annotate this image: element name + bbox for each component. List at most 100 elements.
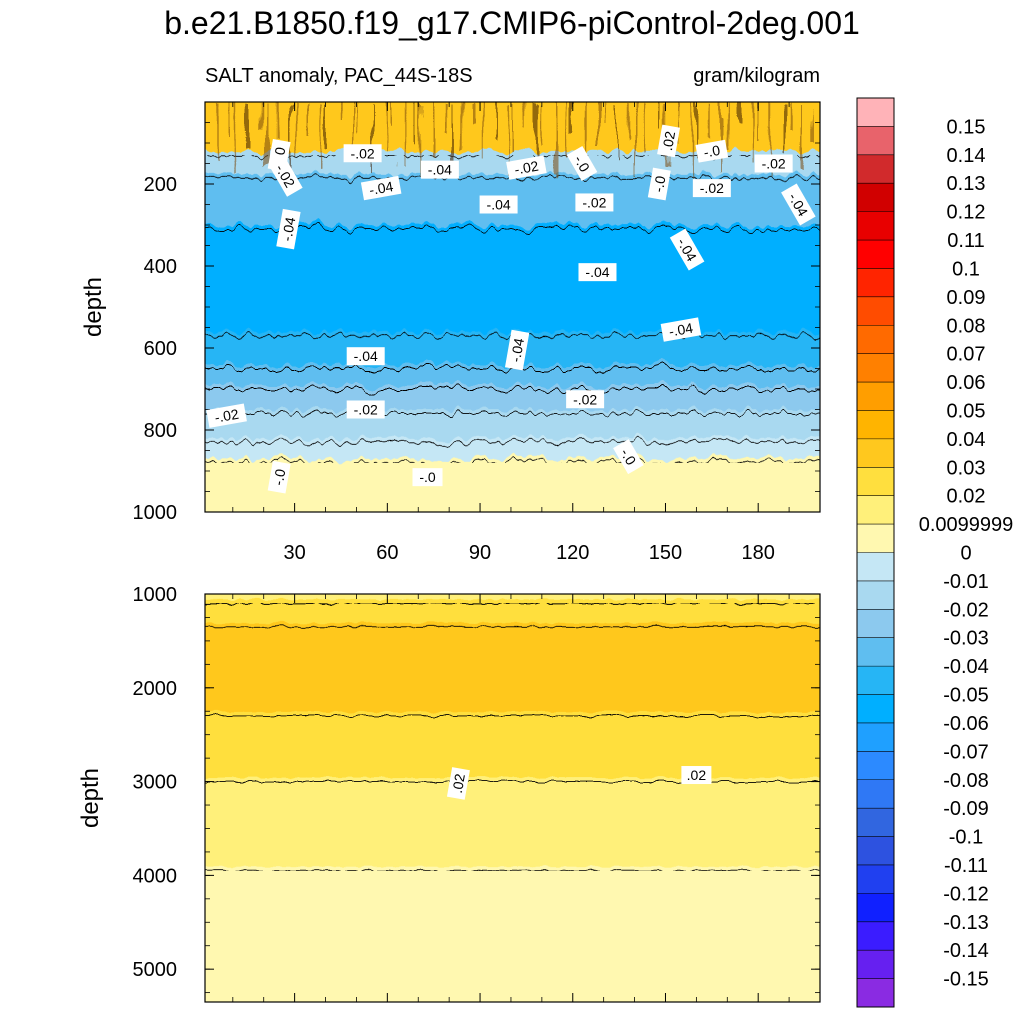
colorbar-label: -0.14 (943, 940, 989, 962)
bottom-panel-axes: 1000 2000 3000 4000 5000 (133, 584, 821, 1003)
colorbar-label: -0.05 (943, 685, 989, 707)
top-panel-axes: 200 400 600 800 1000 30 60 90 120 150 180 (133, 101, 821, 564)
colorbar-label: -0.02 (943, 599, 989, 621)
bottom-panel-contours (205, 602, 820, 872)
contour-label: -.0 (695, 139, 729, 163)
contour-label-text: -.04 (585, 264, 609, 280)
contour-label-text: -.02 (762, 156, 786, 172)
colorbar-label: 0.04 (947, 429, 986, 451)
colorbar-swatch (857, 467, 894, 497)
colorbar-swatch (857, 666, 894, 696)
colorbar-swatch (857, 864, 894, 894)
colorbar-swatch (857, 495, 894, 525)
colorbar-swatch (857, 950, 894, 980)
contour-label: -.02 (206, 403, 247, 428)
contour-band (205, 777, 820, 875)
contour-label: -.02 (506, 155, 547, 180)
contour-label: -.04 (479, 195, 518, 214)
colorbar-label: -0.11 (944, 855, 988, 877)
y-tick-label: 4000 (133, 865, 178, 887)
contour-label-text: .02 (449, 772, 468, 794)
colorbar-label: -0.01 (943, 571, 989, 593)
y-tick-label: 1000 (133, 502, 178, 524)
contour-label-text: -.0 (702, 142, 721, 161)
contour-label: -.0 (267, 460, 291, 494)
chart-subtitle-right: gram/kilogram (693, 65, 820, 87)
colorbar-label: -0.04 (943, 656, 989, 678)
colorbar-swatch (857, 98, 894, 127)
y-tick-label: 400 (144, 256, 177, 278)
colorbar-swatch (857, 325, 894, 355)
colorbar-swatch (857, 126, 894, 156)
colorbar-label: -0.08 (943, 770, 989, 792)
contour-label: -.04 (360, 175, 402, 201)
colorbar-label: 0.15 (947, 116, 986, 138)
chart-title: b.e21.B1850.f19_g17.CMIP6-piControl-2deg… (164, 5, 860, 41)
colorbar-swatch (857, 240, 894, 269)
contour-label-text: -.04 (278, 216, 298, 243)
colorbar-swatch (857, 779, 894, 809)
colorbar-label: 0.09 (947, 287, 986, 309)
colorbar-label: -0.07 (943, 741, 989, 763)
contour-label-text: -.04 (354, 348, 378, 364)
colorbar-swatch (857, 552, 894, 582)
contour-label: -.0 (647, 167, 671, 201)
bottom-panel-ylabel: depth (77, 768, 104, 828)
contour-label: .02 (446, 767, 470, 800)
colorbar-label: 0.14 (947, 145, 986, 167)
colorbar-label: -0.09 (943, 798, 989, 820)
contour-label-text: -.02 (354, 402, 378, 418)
contour-label: -.02 (575, 193, 614, 212)
colorbar-swatch (857, 268, 894, 298)
contour-label-text: -.0 (419, 469, 436, 485)
colorbar-swatch (857, 893, 894, 923)
colorbar-swatch (857, 921, 894, 951)
colorbar-swatch (857, 751, 894, 781)
x-tick-label: 90 (469, 542, 491, 564)
colorbar-label: 0 (960, 543, 971, 565)
contour-label-text: -.0 (617, 446, 639, 468)
y-tick-label: 200 (144, 174, 177, 196)
contour-label: -.04 (346, 347, 385, 366)
colorbar-swatch (857, 410, 894, 440)
colorbar: 0.15 0.14 0.13 0.12 0.11 0.1 0.09 0.08 0.07 0.06 0… (856, 97, 1013, 1008)
colorbar-label: 0.1 (952, 258, 980, 280)
contour-band (205, 711, 820, 786)
contour-label-text: .02 (659, 130, 678, 152)
x-tick-label: 60 (376, 542, 398, 564)
contour-label: -.02 (343, 144, 382, 163)
contour-label: -.04 (504, 329, 530, 371)
contour-label: -.0 (412, 468, 443, 487)
colorbar-swatch (857, 154, 894, 184)
colorbar-label: 0.03 (947, 457, 986, 479)
contour-label-text: -.04 (668, 320, 695, 340)
colorbar-swatch (857, 836, 894, 866)
contour-label: .02 (657, 124, 681, 158)
top-panel-ylabel: depth (80, 277, 107, 337)
contour-label: -.04 (781, 183, 816, 226)
y-tick-label: 800 (144, 420, 177, 442)
contour-label-text: -.0 (270, 468, 289, 487)
contour-label: -.02 (692, 179, 731, 198)
contour-label-text: -.04 (507, 337, 527, 364)
y-tick-label: 600 (144, 338, 177, 360)
y-tick-label: 2000 (133, 678, 178, 700)
colorbar-label: 0.05 (947, 400, 986, 422)
contour-label-text: -.0 (650, 174, 669, 193)
contour-label: -.04 (276, 208, 301, 250)
colorbar-swatch (857, 183, 894, 213)
colorbar-label: 0.11 (947, 230, 984, 252)
contour-label-text: -.02 (582, 194, 606, 210)
contour-label: -.02 (566, 390, 605, 409)
colorbar-label: -0.15 (943, 969, 989, 991)
colorbar-label: 0.13 (947, 173, 986, 195)
x-tick-label: 120 (556, 542, 589, 564)
contour-label: -.02 (754, 154, 793, 173)
contour-label-text: .02 (687, 767, 707, 783)
contour-label: -.04 (420, 160, 459, 179)
contour-label-text: -.02 (213, 406, 240, 426)
colorbar-label: -0.03 (943, 628, 989, 650)
contour-label-text: -.02 (351, 145, 375, 161)
colorbar-swatch (857, 524, 894, 553)
